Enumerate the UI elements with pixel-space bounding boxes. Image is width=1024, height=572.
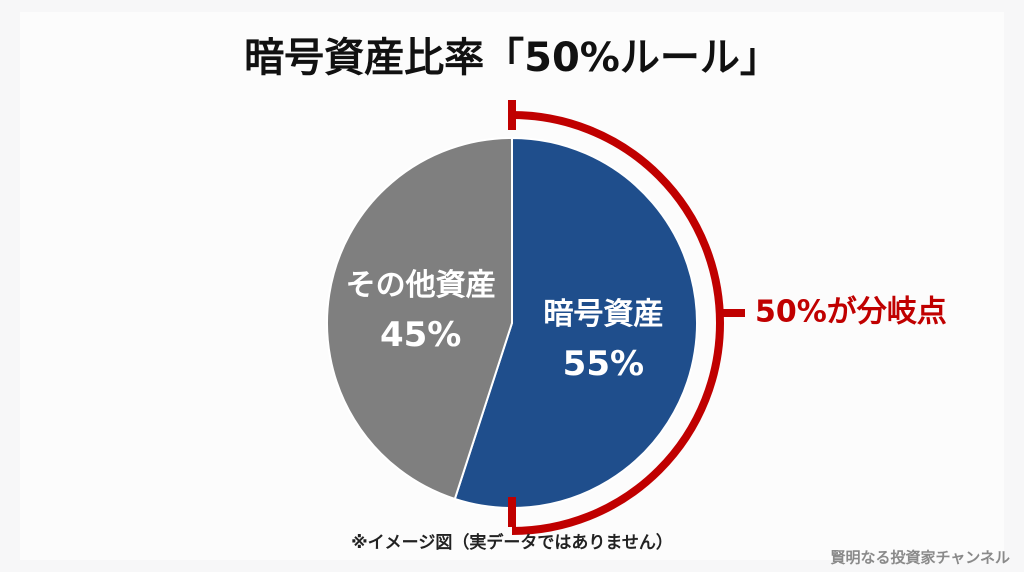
- slice-value-label: 55%: [563, 344, 644, 384]
- pie-slice: [326, 136, 513, 501]
- bracket: [508, 100, 745, 535]
- slice-value-label: 45%: [380, 315, 461, 355]
- pie-slice: [453, 136, 698, 509]
- slice-label: その他資産: [346, 268, 496, 303]
- note: ※イメージ図（実データではありません）: [351, 532, 673, 553]
- annotation: 50%が分岐点: [755, 295, 947, 330]
- watermark: 賢明なる投資家チャンネル: [830, 549, 1010, 567]
- bracket-arc: [511, 111, 724, 535]
- pie: 暗号資産 55% その他資産 45%: [326, 136, 698, 509]
- slice-label: 暗号資産: [543, 297, 663, 332]
- chart-title: 暗号資産比率「50%ルール」: [244, 35, 780, 81]
